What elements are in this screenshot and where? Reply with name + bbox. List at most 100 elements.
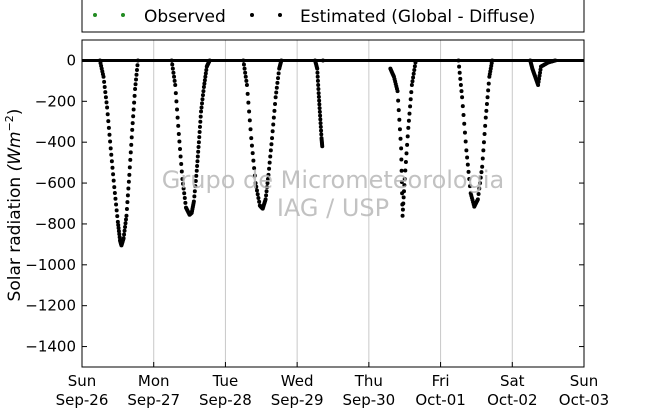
data-point [128, 157, 133, 162]
data-point [407, 111, 412, 116]
y-tick-label: −1200 [25, 297, 76, 315]
data-point [399, 157, 404, 162]
legend: Observed Estimated (Global - Diffuse) [81, 0, 585, 33]
data-point [128, 150, 133, 155]
y-axis-label-exponent: −2 [3, 115, 16, 131]
data-point [403, 159, 408, 164]
data-point [180, 181, 185, 186]
data-point [398, 136, 403, 141]
data-point [196, 144, 201, 149]
data-point [464, 148, 469, 153]
vertical-grid [153, 40, 513, 367]
data-point [129, 135, 134, 140]
y-axis-label-close: ) [5, 109, 25, 116]
data-point [400, 213, 405, 218]
watermark-line-2: IAG / USP [277, 194, 389, 222]
data-point [247, 118, 252, 123]
data-point [317, 109, 322, 114]
data-point [176, 132, 181, 137]
x-tick-date: Oct-02 [487, 391, 537, 409]
data-point [403, 168, 408, 173]
data-point [109, 159, 114, 164]
data-point [478, 181, 483, 186]
data-point [122, 232, 127, 237]
data-point [459, 89, 464, 94]
data-point [203, 74, 208, 79]
data-point [125, 193, 130, 198]
data-point [132, 93, 137, 98]
data-point [204, 67, 209, 72]
data-point [117, 232, 122, 237]
x-tick-day: Sun [570, 372, 599, 390]
data-point [479, 170, 484, 175]
data-point [250, 151, 255, 156]
data-point [317, 102, 322, 107]
data-point [405, 142, 410, 147]
legend-marker-estimated-1 [250, 13, 254, 17]
data-point [401, 201, 406, 206]
data-point [196, 149, 201, 154]
data-point [135, 58, 140, 63]
data-point [265, 185, 270, 190]
data-point [467, 184, 472, 189]
data-point [172, 78, 177, 83]
data-point [275, 80, 280, 85]
data-point [111, 178, 116, 183]
data-point [265, 176, 270, 181]
y-axis-label-unit: (Wm [5, 131, 25, 171]
data-point [134, 72, 139, 77]
x-tick-day: Sat [500, 372, 525, 390]
data-point [538, 67, 543, 72]
data-point [268, 148, 273, 153]
data-point [276, 76, 281, 81]
data-point [406, 118, 411, 123]
data-point [201, 85, 206, 90]
data-point [114, 202, 119, 207]
data-point [133, 82, 138, 87]
data-point [106, 125, 111, 130]
data-point [126, 186, 131, 191]
data-point [252, 173, 257, 178]
data-point [113, 196, 118, 201]
data-point [400, 207, 405, 212]
y-axis-label: Solar radiation (Wm−2) [3, 109, 25, 302]
x-tick-date: Oct-03 [559, 391, 609, 409]
data-point [200, 93, 205, 98]
legend-marker-estimated-2 [278, 13, 282, 17]
y-tick-label: −1400 [25, 338, 76, 356]
data-point [192, 194, 197, 199]
data-point [105, 112, 110, 117]
data-point [267, 166, 272, 171]
x-tick-day: Thu [354, 372, 383, 390]
x-tick-day: Wed [281, 372, 314, 390]
data-point [399, 168, 404, 173]
data-point [318, 121, 323, 126]
data-point [134, 77, 139, 82]
data-point [193, 179, 198, 184]
data-point [199, 109, 204, 114]
x-tick-day: Sun [68, 372, 97, 390]
data-point [174, 99, 179, 104]
y-tick-label: −600 [35, 174, 76, 192]
data-point [198, 114, 203, 119]
data-point [110, 165, 115, 170]
data-point [483, 115, 488, 120]
data-point [319, 128, 324, 133]
data-point [476, 191, 481, 196]
data-point [257, 199, 262, 204]
legend-marker-observed-1 [93, 13, 97, 17]
data-point [124, 206, 129, 211]
data-point [172, 74, 177, 79]
data-point [460, 104, 465, 109]
data-point [127, 172, 132, 177]
data-point [121, 236, 126, 241]
data-point [462, 121, 467, 126]
data-point [116, 229, 121, 234]
data-point [267, 160, 272, 165]
data-point [466, 169, 471, 174]
data-point [170, 62, 175, 67]
data-point [197, 124, 202, 129]
data-point [202, 78, 207, 83]
data-point [463, 139, 468, 144]
data-point [192, 189, 197, 194]
